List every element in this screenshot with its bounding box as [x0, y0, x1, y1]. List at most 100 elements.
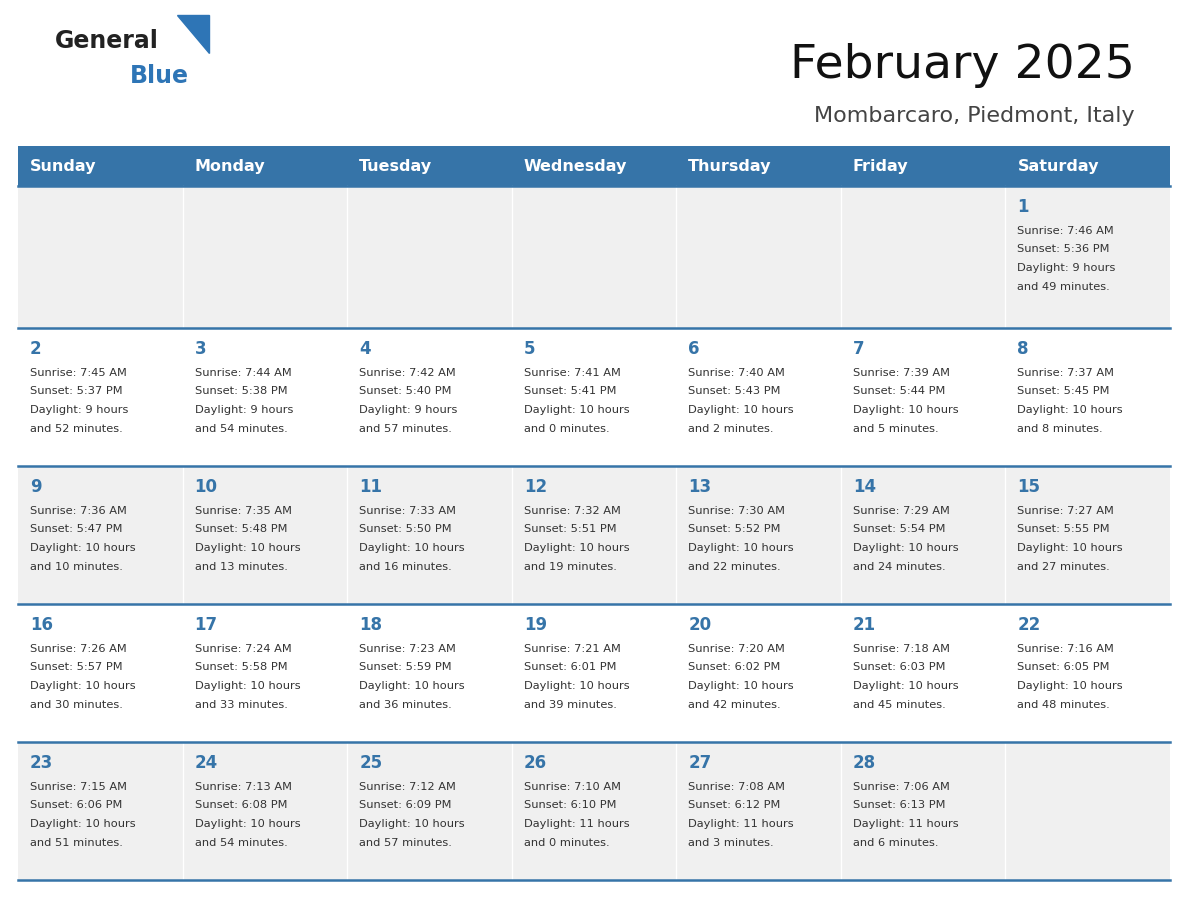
Text: 14: 14	[853, 478, 876, 496]
Text: Sunrise: 7:27 AM: Sunrise: 7:27 AM	[1017, 506, 1114, 516]
Text: 7: 7	[853, 340, 865, 358]
Bar	[1005, 604, 1170, 742]
Text: Sunrise: 7:36 AM: Sunrise: 7:36 AM	[30, 506, 127, 516]
Text: Sunset: 5:47 PM: Sunset: 5:47 PM	[30, 524, 122, 534]
Text: and 30 minutes.: and 30 minutes.	[30, 700, 122, 710]
Text: Daylight: 9 hours: Daylight: 9 hours	[30, 405, 128, 415]
Text: Sunrise: 7:08 AM: Sunrise: 7:08 AM	[688, 782, 785, 792]
Text: 11: 11	[359, 478, 383, 496]
Text: Daylight: 11 hours: Daylight: 11 hours	[524, 819, 630, 829]
Bar	[1005, 146, 1170, 186]
Text: and 16 minutes.: and 16 minutes.	[359, 562, 451, 572]
Text: Sunset: 5:41 PM: Sunset: 5:41 PM	[524, 386, 617, 397]
Text: Sunset: 5:43 PM: Sunset: 5:43 PM	[688, 386, 781, 397]
Text: Sunrise: 7:44 AM: Sunrise: 7:44 AM	[195, 368, 291, 378]
Text: Sunset: 6:12 PM: Sunset: 6:12 PM	[688, 800, 781, 811]
Text: Mombarcaro, Piedmont, Italy: Mombarcaro, Piedmont, Italy	[815, 106, 1135, 126]
Text: and 8 minutes.: and 8 minutes.	[1017, 423, 1102, 433]
Text: Daylight: 10 hours: Daylight: 10 hours	[30, 543, 135, 553]
Text: and 13 minutes.: and 13 minutes.	[195, 562, 287, 572]
Bar	[347, 328, 512, 466]
Text: Daylight: 10 hours: Daylight: 10 hours	[359, 543, 465, 553]
Text: Sunset: 5:36 PM: Sunset: 5:36 PM	[1017, 244, 1110, 254]
Text: Daylight: 10 hours: Daylight: 10 hours	[359, 819, 465, 829]
Text: 27: 27	[688, 754, 712, 772]
Text: and 5 minutes.: and 5 minutes.	[853, 423, 939, 433]
Text: Sunrise: 7:15 AM: Sunrise: 7:15 AM	[30, 782, 127, 792]
Bar	[347, 742, 512, 880]
Text: Sunrise: 7:30 AM: Sunrise: 7:30 AM	[688, 506, 785, 516]
Text: Sunrise: 7:18 AM: Sunrise: 7:18 AM	[853, 644, 950, 654]
Bar	[1005, 742, 1170, 880]
Text: and 22 minutes.: and 22 minutes.	[688, 562, 781, 572]
Bar	[18, 604, 183, 742]
Text: 16: 16	[30, 616, 53, 634]
Bar	[183, 328, 347, 466]
Text: Sunset: 5:50 PM: Sunset: 5:50 PM	[359, 524, 451, 534]
Text: and 36 minutes.: and 36 minutes.	[359, 700, 451, 710]
Text: Daylight: 9 hours: Daylight: 9 hours	[359, 405, 457, 415]
Text: 23: 23	[30, 754, 53, 772]
Bar	[1005, 186, 1170, 328]
Text: 3: 3	[195, 340, 207, 358]
Bar	[512, 466, 676, 604]
Text: Sunrise: 7:39 AM: Sunrise: 7:39 AM	[853, 368, 950, 378]
Text: Daylight: 10 hours: Daylight: 10 hours	[688, 405, 794, 415]
Bar	[183, 146, 347, 186]
Bar	[347, 604, 512, 742]
Text: Sunrise: 7:23 AM: Sunrise: 7:23 AM	[359, 644, 456, 654]
Text: and 39 minutes.: and 39 minutes.	[524, 700, 617, 710]
Text: Sunset: 6:05 PM: Sunset: 6:05 PM	[1017, 663, 1110, 673]
Text: Sunset: 6:02 PM: Sunset: 6:02 PM	[688, 663, 781, 673]
Text: 6: 6	[688, 340, 700, 358]
Text: and 57 minutes.: and 57 minutes.	[359, 423, 451, 433]
Text: 18: 18	[359, 616, 383, 634]
Text: Daylight: 10 hours: Daylight: 10 hours	[688, 543, 794, 553]
Bar	[183, 742, 347, 880]
Text: Sunset: 6:06 PM: Sunset: 6:06 PM	[30, 800, 122, 811]
Bar	[841, 466, 1005, 604]
Text: Daylight: 10 hours: Daylight: 10 hours	[30, 819, 135, 829]
Text: Daylight: 10 hours: Daylight: 10 hours	[1017, 405, 1123, 415]
Text: Sunday: Sunday	[30, 159, 96, 174]
Text: and 27 minutes.: and 27 minutes.	[1017, 562, 1110, 572]
Text: Sunrise: 7:06 AM: Sunrise: 7:06 AM	[853, 782, 949, 792]
Text: Sunrise: 7:41 AM: Sunrise: 7:41 AM	[524, 368, 620, 378]
Text: and 2 minutes.: and 2 minutes.	[688, 423, 773, 433]
Text: 1: 1	[1017, 198, 1029, 216]
Text: Daylight: 10 hours: Daylight: 10 hours	[1017, 681, 1123, 691]
Text: 15: 15	[1017, 478, 1041, 496]
Text: and 10 minutes.: and 10 minutes.	[30, 562, 122, 572]
Text: 10: 10	[195, 478, 217, 496]
Text: Daylight: 10 hours: Daylight: 10 hours	[853, 681, 959, 691]
Text: Daylight: 10 hours: Daylight: 10 hours	[195, 819, 301, 829]
Bar	[512, 146, 676, 186]
Bar	[347, 466, 512, 604]
Text: Sunset: 5:55 PM: Sunset: 5:55 PM	[1017, 524, 1110, 534]
Bar	[183, 604, 347, 742]
Text: 25: 25	[359, 754, 383, 772]
Text: 13: 13	[688, 478, 712, 496]
Text: Daylight: 11 hours: Daylight: 11 hours	[688, 819, 794, 829]
Text: and 33 minutes.: and 33 minutes.	[195, 700, 287, 710]
Text: and 0 minutes.: and 0 minutes.	[524, 423, 609, 433]
Text: Sunset: 5:52 PM: Sunset: 5:52 PM	[688, 524, 781, 534]
Bar	[841, 604, 1005, 742]
Text: and 45 minutes.: and 45 minutes.	[853, 700, 946, 710]
Text: Saturday: Saturday	[1017, 159, 1099, 174]
Bar	[676, 604, 841, 742]
Text: Daylight: 11 hours: Daylight: 11 hours	[853, 819, 959, 829]
Text: Sunrise: 7:13 AM: Sunrise: 7:13 AM	[195, 782, 291, 792]
Text: Sunset: 5:38 PM: Sunset: 5:38 PM	[195, 386, 287, 397]
Text: and 6 minutes.: and 6 minutes.	[853, 837, 939, 847]
Text: Sunset: 6:13 PM: Sunset: 6:13 PM	[853, 800, 946, 811]
Text: Sunrise: 7:46 AM: Sunrise: 7:46 AM	[1017, 226, 1114, 236]
Text: Thursday: Thursday	[688, 159, 772, 174]
Text: Daylight: 10 hours: Daylight: 10 hours	[195, 681, 301, 691]
Text: and 0 minutes.: and 0 minutes.	[524, 837, 609, 847]
Text: Sunset: 5:57 PM: Sunset: 5:57 PM	[30, 663, 122, 673]
Text: Sunrise: 7:45 AM: Sunrise: 7:45 AM	[30, 368, 127, 378]
Polygon shape	[177, 15, 209, 53]
Text: Daylight: 10 hours: Daylight: 10 hours	[524, 405, 630, 415]
Bar	[347, 186, 512, 328]
